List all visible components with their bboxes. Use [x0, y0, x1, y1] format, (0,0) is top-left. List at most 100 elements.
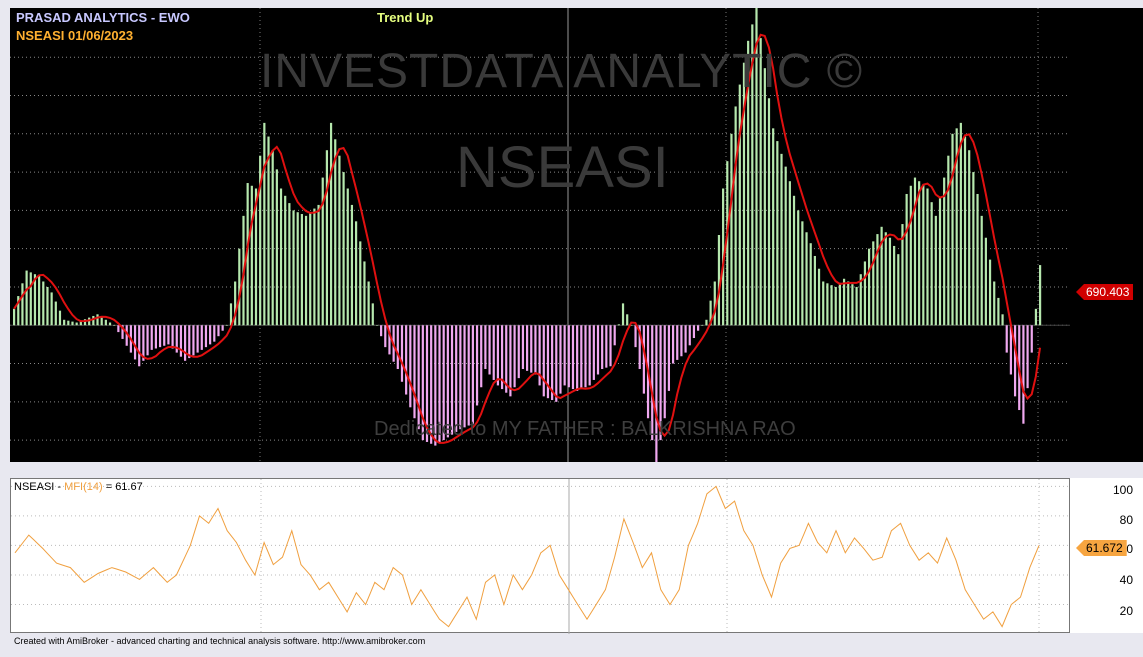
ewo-bar [442, 325, 445, 441]
ewo-bar [225, 325, 228, 326]
ewo-bar [726, 161, 729, 326]
ewo-bar [484, 325, 487, 370]
ewo-bar [1022, 325, 1025, 424]
ewo-bar [480, 325, 483, 388]
ewo-bar [968, 150, 971, 326]
ewo-bar [50, 292, 53, 326]
ewo-bar [642, 325, 645, 394]
ewo-bar [296, 212, 299, 326]
ewo-bar [133, 325, 137, 360]
footer-credit: Created with AmiBroker - advanced charti… [14, 636, 426, 646]
ewo-bar [801, 221, 804, 326]
ewo-bar [872, 241, 875, 326]
ewo-bar [717, 235, 721, 326]
ewo-bar [363, 261, 366, 326]
ewo-bar [425, 325, 429, 442]
ewo-bar [46, 286, 49, 326]
ewo-bar [730, 133, 733, 326]
ewo-bar [976, 193, 979, 326]
ewo-bar [196, 325, 199, 353]
chart-title: PRASAD ANALYTICS - EWO [16, 10, 190, 25]
mfi-chart-panel[interactable]: NSEASI - MFI(14) = 61.67 [10, 478, 1071, 634]
ewo-bar [555, 325, 558, 402]
ewo-bar [580, 325, 583, 390]
ewo-bar [938, 196, 942, 326]
ewo-bar [851, 284, 854, 326]
ewo-bar [838, 282, 842, 326]
ewo-bar [605, 325, 608, 368]
ewo-bar [371, 303, 374, 326]
ewo-bar [526, 325, 529, 371]
ewo-bar [338, 155, 341, 326]
ewo-bar [738, 84, 741, 326]
ewo-bar [822, 281, 825, 326]
ewo-bar [759, 38, 762, 326]
ewo-bar [684, 325, 687, 353]
ewo-bar [259, 155, 262, 326]
ewo-bar [509, 325, 512, 397]
mfi-last-value-tag: 61.672 [1076, 540, 1127, 556]
ewo-bar [947, 155, 950, 326]
ewo-bar [601, 325, 604, 370]
ewo-bar [559, 325, 562, 394]
ewo-bar [350, 204, 354, 326]
mfi-tick-label: 20 [1119, 604, 1133, 618]
ewo-bar [492, 325, 495, 380]
mfi-chart-canvas [11, 479, 1071, 634]
ewo-bar [158, 325, 162, 348]
ewo-bar [705, 319, 708, 326]
ewo-chart-panel[interactable]: INVESTDATA ANALYTIC © NSEASI Dedicated t… [10, 8, 1070, 462]
ewo-bar [997, 297, 1000, 326]
ewo-bar [100, 317, 103, 326]
ewo-bar [609, 325, 612, 367]
ewo-bar [538, 325, 541, 386]
ewo-bar [563, 325, 566, 386]
ewo-bar [772, 128, 775, 326]
ewo-bar [834, 286, 837, 326]
ewo-bar [980, 215, 983, 326]
ewo-bar [279, 188, 283, 326]
ewo-bar [922, 184, 925, 326]
ewo-bar [380, 325, 383, 337]
ewo-bar [805, 232, 808, 326]
ewo-bar [826, 283, 829, 326]
ewo-bar [567, 325, 570, 388]
symbol-date-label: NSEASI 01/06/2023 [16, 28, 134, 43]
ewo-bar [67, 320, 70, 326]
ewo-bar [467, 325, 470, 426]
ewo-bar [888, 237, 892, 326]
ewo-bar [317, 204, 320, 326]
ewo-bar [617, 324, 620, 326]
ewo-bar [817, 268, 821, 326]
ewo-signal-line [13, 33, 1041, 444]
ewo-bar [33, 274, 37, 326]
ewo-bar [250, 185, 253, 326]
ewo-bar [1013, 325, 1017, 397]
ewo-bar [179, 325, 183, 357]
ewo-value-axis: 690.403 [1070, 8, 1143, 462]
ewo-bar [488, 325, 491, 375]
ewo-bar [284, 195, 287, 326]
ewo-bar [534, 325, 537, 375]
ewo-bar [676, 325, 679, 360]
ewo-bar [943, 177, 946, 326]
ewo-bar [63, 319, 66, 326]
ewo-bar [409, 325, 412, 408]
ewo-bar [29, 272, 32, 326]
ewo-bar [246, 183, 249, 326]
ewo-bar [613, 325, 616, 346]
ewo-bar [776, 141, 779, 326]
ewo-bar [104, 319, 107, 326]
ewo-bar [571, 325, 575, 390]
ewo-bar [108, 322, 112, 326]
ewo-bar [275, 169, 278, 326]
ewo-bar [847, 281, 850, 326]
ewo-bar [38, 276, 41, 326]
ewo-bar [868, 248, 871, 326]
ewo-bar [855, 286, 858, 326]
mfi-indicator-name: MFI(14) [64, 481, 103, 493]
ewo-bar [430, 325, 433, 444]
mfi-tick-label: 40 [1119, 573, 1133, 587]
mfi-tick-label: 80 [1119, 513, 1133, 527]
ewo-bar [709, 300, 712, 326]
